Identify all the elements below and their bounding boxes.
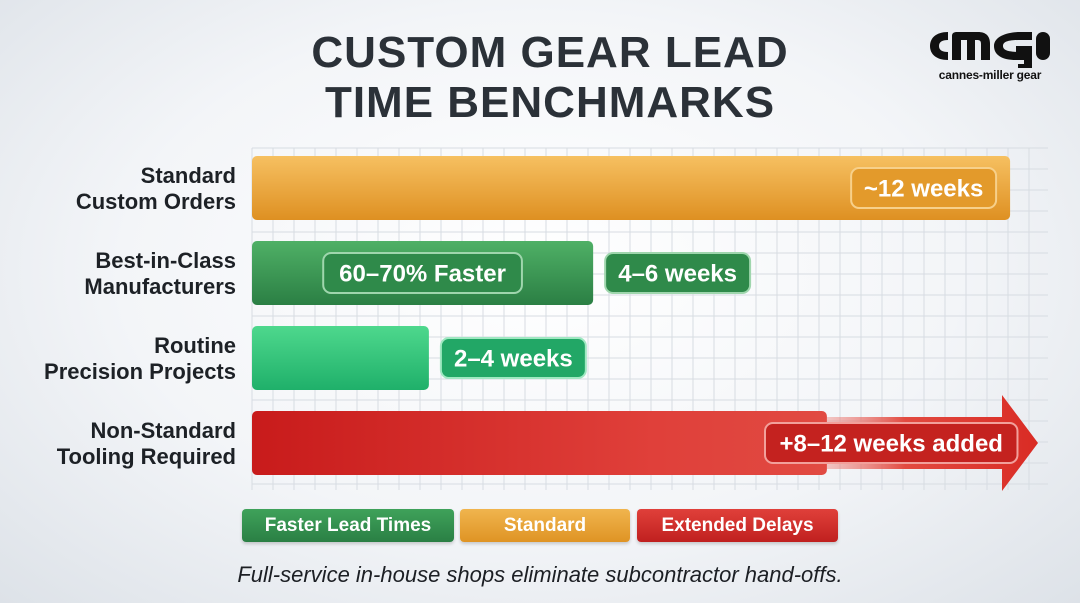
category-label-line: Best-in-Class bbox=[95, 248, 236, 273]
legend-faster: Faster Lead Times bbox=[242, 509, 454, 542]
category-label-line: Routine bbox=[154, 333, 236, 358]
lead-time-chart: Standard Custom Orders Best-in-Class Manufa… bbox=[44, 147, 1048, 491]
category-label-line: Non-Standard bbox=[91, 418, 236, 443]
bar bbox=[252, 156, 1011, 220]
chart-title: CUSTOM GEAR LEAD TIME BENCHMARKS bbox=[200, 28, 900, 128]
legend-standard: Standard bbox=[460, 509, 630, 542]
category-label-line: Standard bbox=[141, 163, 236, 188]
title-line-2: TIME BENCHMARKS bbox=[324, 78, 776, 127]
bar-value-label: 4–6 weeks bbox=[618, 261, 737, 288]
category-label-line: Tooling Required bbox=[57, 444, 236, 469]
category-label: Best-in-Class Manufacturers bbox=[84, 248, 236, 299]
category-label: Routine Precision Projects bbox=[44, 333, 236, 384]
bar-value-label: 2–4 weeks bbox=[454, 346, 573, 373]
footnote: Full-service in-house shops eliminate su… bbox=[237, 562, 843, 587]
bar-value-label-bg bbox=[604, 252, 752, 294]
legend-extended: Extended Delays bbox=[637, 509, 838, 542]
category-label-line: Manufacturers bbox=[84, 274, 236, 299]
category-label: Non-Standard Tooling Required bbox=[57, 418, 236, 469]
title-line-1: CUSTOM GEAR LEAD bbox=[311, 28, 789, 77]
bar-value-label: +8–12 weeks added bbox=[779, 431, 1002, 458]
bar-value-label-bg bbox=[439, 337, 587, 379]
brand-logo: cannes-miller gear bbox=[926, 24, 1054, 84]
bar-value-label-bg bbox=[850, 167, 998, 209]
bars: ~12 weeks 4–6 weeks 60–70% Faster 2–4 weeks… bbox=[252, 156, 1038, 491]
bar bbox=[252, 326, 429, 390]
bar-badge: 60–70% Faster bbox=[339, 261, 506, 288]
category-label-line: Precision Projects bbox=[44, 359, 236, 384]
bar-value-label: ~12 weeks bbox=[864, 176, 983, 203]
bar-badge-bg bbox=[322, 252, 523, 294]
bar-value-label-bg bbox=[764, 422, 1019, 464]
logo-text: cannes-miller gear bbox=[938, 68, 1042, 82]
category-labels: Standard Custom Orders Best-in-Class Manufa… bbox=[44, 163, 236, 469]
category-label: Standard Custom Orders bbox=[76, 163, 236, 214]
category-label-line: Custom Orders bbox=[76, 189, 236, 214]
bar bbox=[252, 411, 827, 475]
